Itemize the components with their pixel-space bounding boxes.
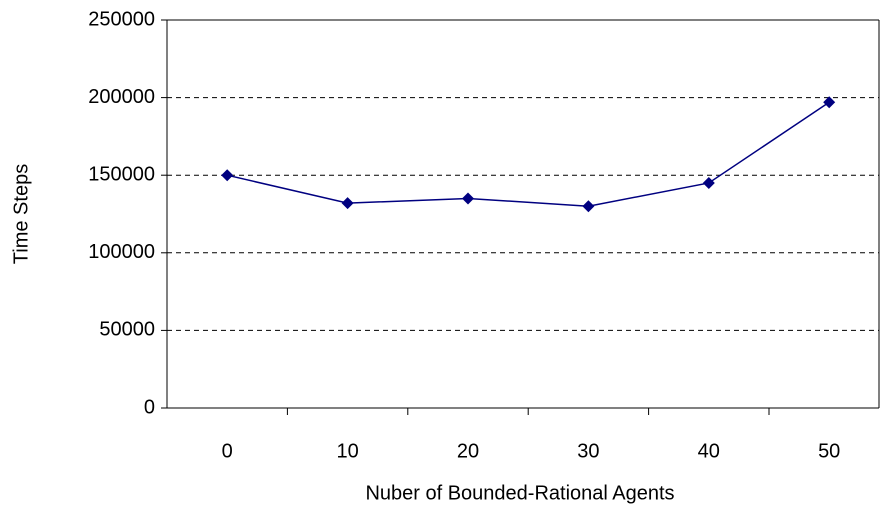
- y-tick-label: 50000: [99, 319, 155, 341]
- x-tick-label: 30: [577, 440, 599, 462]
- x-tick-label: 40: [698, 440, 720, 462]
- data-line: [227, 101, 830, 207]
- data-point: [702, 176, 715, 189]
- x-tick-label: 0: [222, 440, 233, 462]
- y-tick-label: 0: [144, 396, 155, 418]
- y-tick-label: 200000: [88, 86, 155, 108]
- y-tick-label: 150000: [88, 163, 155, 185]
- y-axis-label: Time Steps: [10, 164, 32, 264]
- x-axis-label: Nuber of Bounded-Rational Agents: [365, 482, 674, 504]
- data-point: [221, 169, 234, 182]
- data-point: [582, 200, 595, 213]
- data-point: [462, 192, 474, 205]
- y-tick-label: 100000: [88, 241, 155, 263]
- x-tick-label: 20: [457, 440, 479, 462]
- x-tick-label: 10: [336, 440, 358, 462]
- data-point: [823, 96, 836, 109]
- y-tick-label: 250000: [88, 8, 155, 30]
- x-tick-label: 50: [818, 440, 840, 462]
- data-point: [341, 197, 354, 210]
